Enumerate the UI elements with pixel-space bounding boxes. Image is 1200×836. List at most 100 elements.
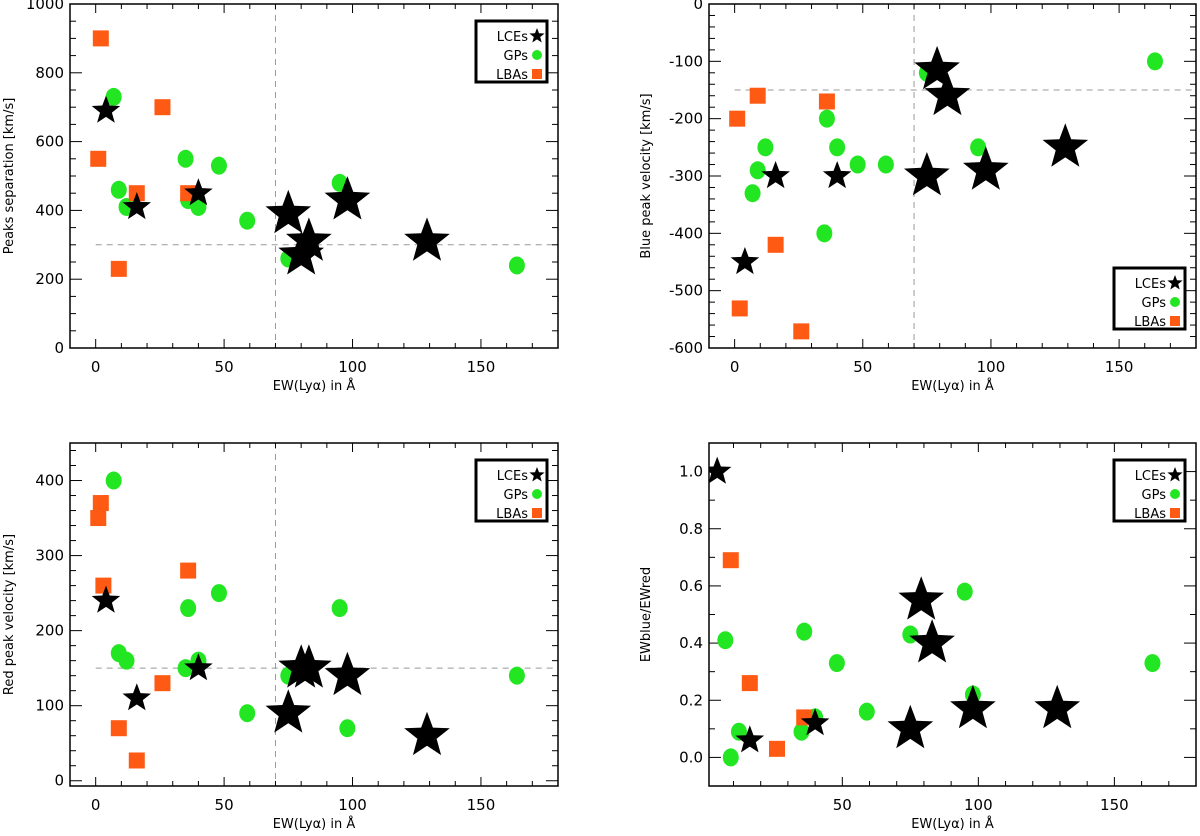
point-gps bbox=[239, 211, 256, 230]
point-gps bbox=[744, 184, 761, 203]
y-tick-label: -300 bbox=[669, 167, 703, 185]
point-gps bbox=[722, 748, 739, 767]
point-lces bbox=[909, 619, 955, 663]
point-lces bbox=[265, 189, 312, 234]
point-gps bbox=[105, 87, 122, 106]
data-points bbox=[90, 471, 525, 769]
point-lbas bbox=[741, 675, 758, 692]
point-lbas bbox=[128, 752, 145, 769]
y-tick-label: -500 bbox=[669, 282, 703, 300]
point-gps bbox=[828, 654, 845, 673]
legend-label-gps: GPs bbox=[1142, 488, 1167, 503]
point-lbas bbox=[767, 236, 784, 253]
y-tick-label: 0.6 bbox=[679, 577, 703, 595]
point-lces bbox=[91, 585, 121, 613]
legend-label-lbas: LBAs bbox=[1134, 315, 1166, 330]
x-tick-label: 50 bbox=[215, 796, 234, 814]
point-gps bbox=[339, 719, 356, 738]
y-tick-label: 0.8 bbox=[679, 520, 703, 538]
point-gps bbox=[818, 109, 835, 128]
point-lces bbox=[822, 161, 852, 189]
data-points bbox=[729, 45, 1163, 340]
x-axis-label: EW(Lyα) in Å bbox=[911, 816, 994, 832]
y-tick-label: 0.2 bbox=[679, 691, 703, 709]
legend-square-icon bbox=[1170, 508, 1180, 518]
point-lces bbox=[286, 644, 332, 688]
x-tick-label: 0 bbox=[91, 358, 101, 376]
point-gps bbox=[1146, 52, 1163, 71]
legend-label-lces: LCEs bbox=[497, 30, 529, 45]
point-lces bbox=[963, 146, 1009, 190]
legend-circle-icon bbox=[1170, 489, 1180, 499]
x-tick-label: 150 bbox=[1105, 358, 1134, 376]
legend: LCEs GPs LBAs bbox=[1112, 266, 1187, 331]
legend-label-gps: GPs bbox=[1142, 296, 1167, 311]
legend-star-icon bbox=[529, 28, 545, 43]
y-tick-label: -600 bbox=[669, 339, 703, 357]
legend-label-lces: LCEs bbox=[497, 469, 529, 484]
point-gps bbox=[796, 622, 813, 641]
y-axis-label: Red peak velocity [km/s] bbox=[2, 534, 17, 695]
legend-square-icon bbox=[532, 69, 542, 79]
point-lbas bbox=[818, 93, 835, 110]
x-tick-label: 100 bbox=[977, 358, 1006, 376]
point-gps bbox=[508, 666, 525, 685]
point-gps bbox=[118, 651, 135, 670]
legend-label-gps: GPs bbox=[504, 488, 529, 503]
y-tick-label: 1000 bbox=[26, 0, 64, 13]
x-tick-label: 50 bbox=[853, 358, 872, 376]
scatter-panel-3: 0 50 100 150 0 100 200 300 400 EW(Lyα) in Å Red pe… bbox=[2, 442, 559, 832]
point-lbas bbox=[749, 87, 766, 104]
point-lbas bbox=[180, 562, 197, 579]
y-tick-label: 0 bbox=[693, 0, 703, 13]
legend-label-lces: LCEs bbox=[1135, 277, 1167, 292]
point-gps bbox=[1144, 654, 1161, 673]
point-lbas bbox=[92, 30, 109, 47]
point-gps bbox=[177, 149, 194, 168]
y-tick-label: -200 bbox=[669, 110, 703, 128]
point-lces bbox=[709, 456, 732, 484]
point-gps bbox=[816, 224, 833, 243]
point-lces bbox=[924, 71, 971, 116]
legend-circle-icon bbox=[532, 50, 542, 60]
point-lbas bbox=[154, 99, 171, 116]
point-lbas bbox=[90, 150, 107, 167]
y-tick-label: 400 bbox=[35, 472, 64, 490]
legend-square-icon bbox=[532, 508, 542, 518]
point-gps bbox=[749, 161, 766, 180]
legend-star-icon bbox=[529, 467, 545, 482]
x-axis-label: EW(Lyα) in Å bbox=[911, 378, 994, 394]
point-lces bbox=[122, 683, 151, 711]
x-axis-label: EW(Lyα) in Å bbox=[273, 816, 356, 832]
point-lces bbox=[324, 176, 371, 220]
point-lces bbox=[324, 651, 371, 696]
point-gps bbox=[858, 702, 875, 721]
point-lces bbox=[761, 161, 790, 189]
plot-frame bbox=[708, 442, 1197, 787]
scatter-panel-4: 50 100 150 0.0 0.2 0.4 0.6 0.8 1.0 EW(Lyα) in Å EW… bbox=[639, 442, 1197, 832]
y-tick-label: 200 bbox=[35, 270, 64, 288]
point-gps bbox=[180, 599, 197, 618]
point-gps bbox=[508, 256, 525, 275]
point-gps bbox=[239, 704, 256, 723]
point-gps bbox=[105, 471, 122, 490]
plot-frame bbox=[69, 3, 559, 349]
legend-star-icon bbox=[1167, 275, 1183, 290]
x-tick-label: 0 bbox=[730, 358, 740, 376]
legend-star-icon bbox=[1167, 467, 1183, 482]
point-lces bbox=[887, 704, 934, 749]
y-tick-label: 200 bbox=[35, 622, 64, 640]
point-lbas bbox=[110, 720, 127, 737]
y-tick-label: 300 bbox=[35, 547, 64, 565]
y-tick-label: 1.0 bbox=[679, 463, 703, 481]
legend-circle-icon bbox=[1170, 297, 1180, 307]
x-tick-label: 150 bbox=[1100, 796, 1129, 814]
point-gps bbox=[210, 156, 227, 175]
data-points bbox=[90, 30, 525, 277]
data-points bbox=[709, 456, 1161, 767]
point-lces bbox=[735, 725, 765, 753]
y-tick-label: 800 bbox=[35, 64, 64, 82]
point-lces bbox=[950, 684, 996, 729]
point-gps bbox=[110, 180, 127, 199]
